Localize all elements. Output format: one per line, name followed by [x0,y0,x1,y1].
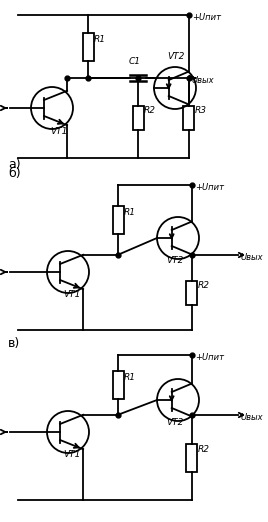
Text: в): в) [8,337,20,350]
Text: R2: R2 [144,106,156,115]
Text: Uвых: Uвых [241,413,264,422]
Text: Uвых: Uвых [241,253,264,262]
Bar [113,371,124,399]
Text: б): б) [8,167,21,180]
Text: R1: R1 [124,208,136,217]
Text: R1: R1 [94,34,106,43]
Text: C1: C1 [129,57,141,66]
Text: VT1: VT1 [63,450,80,459]
Text: VT1: VT1 [63,290,80,299]
Text: R2: R2 [198,445,210,455]
Text: VT2: VT2 [166,418,183,427]
Text: Uвых: Uвых [192,76,214,85]
Text: а): а) [8,158,21,171]
Text: +Uпит: +Uпит [195,353,224,362]
Text: VT1: VT1 [50,127,67,136]
Bar [186,444,197,471]
Text: VT2: VT2 [166,256,183,265]
Bar [186,280,197,304]
Text: VT2: VT2 [167,52,184,61]
Text: R2: R2 [198,280,210,290]
Text: +Uпит: +Uпит [192,13,221,22]
Bar [83,32,94,61]
Bar [132,106,143,130]
Text: +Uпит: +Uпит [195,183,224,192]
Bar [113,206,124,234]
Text: R3: R3 [195,106,207,115]
Bar [183,106,194,130]
Text: R1: R1 [124,373,136,382]
